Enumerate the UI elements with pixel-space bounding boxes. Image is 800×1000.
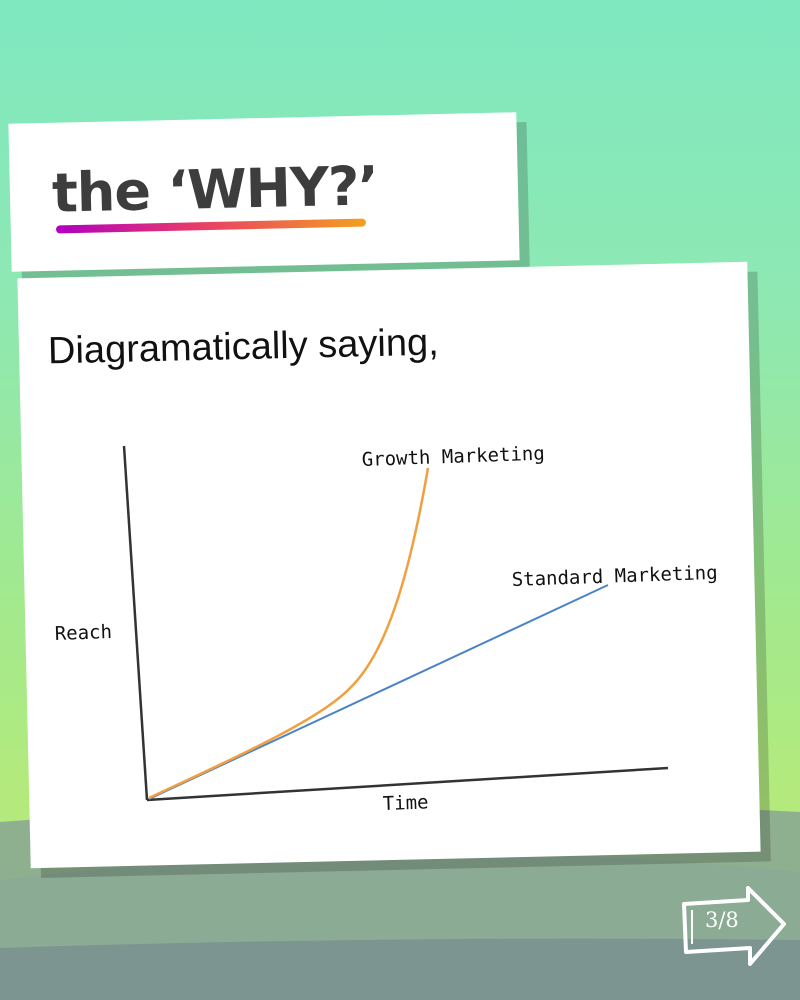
page-counter: 3/8 — [705, 908, 739, 932]
subtitle: Diagramatically saying, — [47, 321, 440, 373]
arrow-right-icon — [682, 886, 786, 966]
page-title: the ‘WHY?’ — [51, 154, 379, 225]
next-arrow-button[interactable] — [678, 886, 788, 966]
